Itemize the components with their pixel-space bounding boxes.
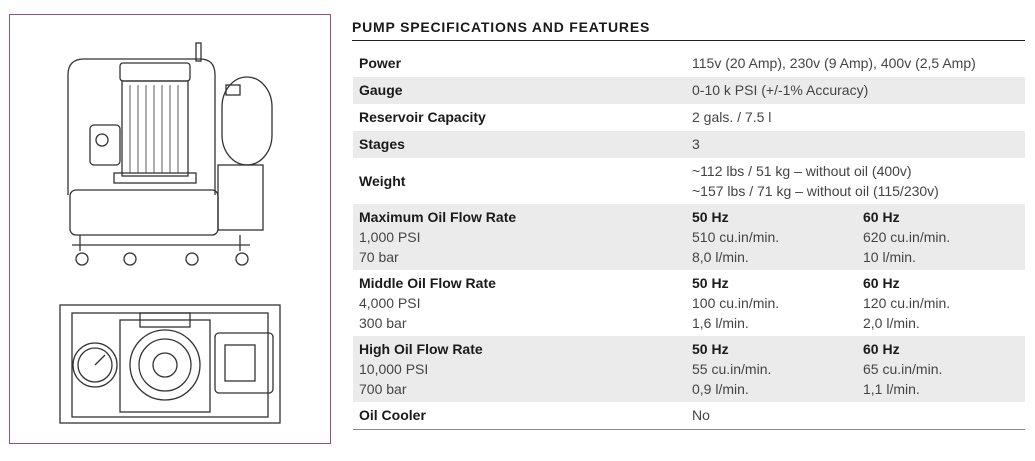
spec-value: 0-10 k PSI (+/-1% Accuracy) <box>692 82 869 98</box>
hz50-cu: 100 cu.in/min. <box>692 295 780 311</box>
hz60-header: 60 Hz <box>863 209 900 225</box>
spec-label: Weight <box>359 173 406 189</box>
flow-row-maximum: Maximum Oil Flow Rate 1,000 PSI 70 bar 5… <box>353 204 1025 270</box>
hz60-cu: 620 cu.in/min. <box>863 229 951 245</box>
flow-bar: 300 bar <box>359 315 407 331</box>
spec-value: 3 <box>692 136 700 152</box>
spec-label: Oil Cooler <box>359 407 426 423</box>
spec-value: ~157 lbs / 71 kg – without oil (115/230v… <box>692 183 939 199</box>
flow-label: High Oil Flow Rate <box>359 341 483 357</box>
flow-label: Middle Oil Flow Rate <box>359 275 496 291</box>
flow-label: Maximum Oil Flow Rate <box>359 209 517 225</box>
spec-row-stages: Stages 3 <box>353 131 1025 158</box>
spec-value: 2 gals. / 7.5 l <box>692 109 772 125</box>
spec-row-weight: Weight ~112 lbs / 51 kg – without oil (4… <box>353 158 1025 204</box>
hz50-header: 50 Hz <box>692 341 729 357</box>
spec-row-power: Power 115v (20 Amp), 230v (9 Amp), 400v … <box>353 50 1025 77</box>
hz50-cu: 510 cu.in/min. <box>692 229 780 245</box>
hz50-header: 50 Hz <box>692 209 729 225</box>
spec-value: No <box>692 407 710 423</box>
hz60-cu: 120 cu.in/min. <box>863 295 951 311</box>
hz60-l: 2,0 l/min. <box>863 315 920 331</box>
title-divider <box>352 40 1025 41</box>
spec-row-gauge: Gauge 0-10 k PSI (+/-1% Accuracy) <box>353 77 1025 104</box>
pump-illustration-frame <box>9 14 331 444</box>
spec-row-oil-cooler: Oil Cooler No <box>353 402 1025 429</box>
hz60-header: 60 Hz <box>863 341 900 357</box>
spec-table: Power 115v (20 Amp), 230v (9 Amp), 400v … <box>353 50 1025 430</box>
spec-label: Stages <box>359 136 405 152</box>
flow-psi: 1,000 PSI <box>359 229 421 245</box>
flow-psi: 4,000 PSI <box>359 295 421 311</box>
flow-row-high: High Oil Flow Rate 10,000 PSI 700 bar 50… <box>353 336 1025 402</box>
flow-psi: 10,000 PSI <box>359 361 429 377</box>
hz60-header: 60 Hz <box>863 275 900 291</box>
pump-side-view-drawing <box>67 42 273 266</box>
pump-top-view-drawing <box>59 304 281 424</box>
spec-label: Gauge <box>359 82 403 98</box>
spec-value: 115v (20 Amp), 230v (9 Amp), 400v (2,5 A… <box>692 55 976 71</box>
flow-bar: 70 bar <box>359 249 399 265</box>
spec-row-reservoir: Reservoir Capacity 2 gals. / 7.5 l <box>353 104 1025 131</box>
hz50-l: 1,6 l/min. <box>692 315 749 331</box>
flow-bar: 700 bar <box>359 381 407 397</box>
hz50-cu: 55 cu.in/min. <box>692 361 772 377</box>
hz60-l: 10 l/min. <box>863 249 916 265</box>
flow-row-middle: Middle Oil Flow Rate 4,000 PSI 300 bar 5… <box>353 270 1025 336</box>
section-title: PUMP SPECIFICATIONS AND FEATURES <box>352 19 651 35</box>
spec-value: ~112 lbs / 51 kg – without oil (400v) <box>692 163 912 179</box>
hz50-l: 0,9 l/min. <box>692 381 749 397</box>
spec-label: Power <box>359 55 402 71</box>
hz50-header: 50 Hz <box>692 275 729 291</box>
hz60-cu: 65 cu.in/min. <box>863 361 943 377</box>
hz60-l: 1,1 l/min. <box>863 381 920 397</box>
hz50-l: 8,0 l/min. <box>692 249 749 265</box>
spec-label: Reservoir Capacity <box>359 109 486 125</box>
